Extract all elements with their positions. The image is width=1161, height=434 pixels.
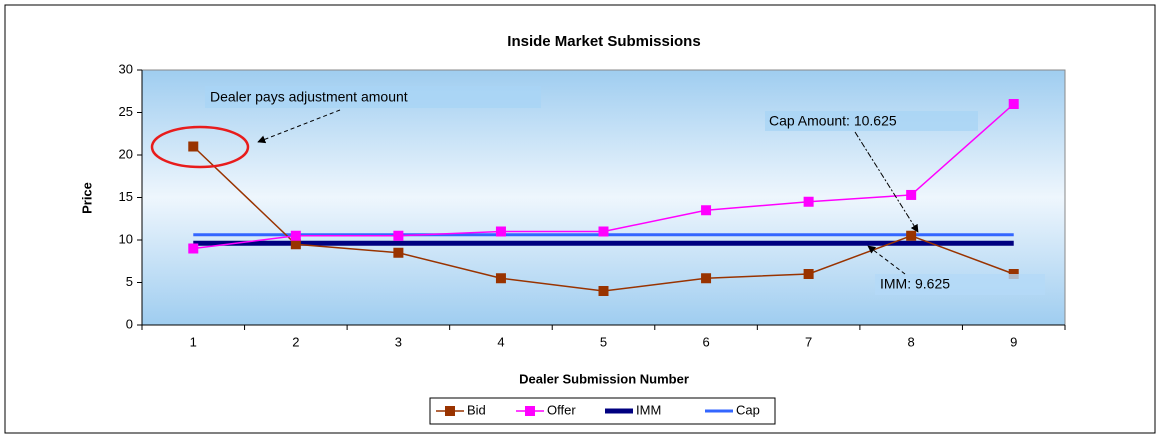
data-point bbox=[290, 230, 301, 241]
data-point bbox=[906, 189, 917, 200]
data-point bbox=[803, 269, 814, 279]
data-point bbox=[393, 247, 404, 258]
y-axis-title: Price bbox=[79, 182, 94, 214]
data-point bbox=[701, 273, 712, 284]
annotation-box bbox=[765, 111, 978, 131]
data-point bbox=[393, 230, 404, 241]
legend-label: Cap bbox=[736, 402, 760, 417]
data-point bbox=[188, 243, 199, 254]
data-point bbox=[495, 273, 506, 284]
legend-marker bbox=[525, 406, 535, 416]
data-point bbox=[701, 205, 712, 216]
y-tick-label: 0 bbox=[126, 316, 133, 331]
annotation-arrow bbox=[867, 245, 906, 275]
y-tick-label: 30 bbox=[119, 61, 133, 76]
data-point bbox=[906, 230, 917, 241]
x-tick-label: 8 bbox=[908, 334, 915, 349]
x-tick-label: 2 bbox=[292, 334, 299, 349]
data-point bbox=[803, 196, 814, 207]
legend-marker bbox=[445, 406, 455, 416]
annotation: Cap Amount: 10.625 bbox=[769, 113, 897, 129]
x-tick-label: 1 bbox=[190, 334, 197, 349]
x-tick-label: 7 bbox=[805, 334, 812, 349]
annotation-arrow bbox=[854, 131, 919, 233]
x-tick-label: 5 bbox=[600, 334, 607, 349]
x-axis-title: Dealer Submission Number bbox=[519, 371, 689, 386]
annotation: Dealer pays adjustment amount bbox=[210, 89, 408, 105]
legend-label: Bid bbox=[467, 402, 486, 417]
data-point bbox=[598, 226, 609, 237]
data-point bbox=[188, 141, 199, 152]
highlight-ellipse bbox=[150, 125, 250, 169]
y-tick-label: 25 bbox=[119, 104, 133, 119]
data-point bbox=[495, 226, 506, 237]
x-tick-label: 4 bbox=[497, 334, 504, 349]
annotation-arrow bbox=[257, 109, 341, 144]
y-tick-label: 10 bbox=[119, 231, 133, 246]
x-tick-label: 6 bbox=[702, 334, 709, 349]
annotation-box bbox=[875, 274, 1045, 295]
annotation-box bbox=[205, 86, 541, 108]
data-point bbox=[1008, 99, 1019, 109]
data-point bbox=[290, 239, 301, 250]
x-tick-label: 3 bbox=[395, 334, 402, 349]
data-point bbox=[598, 286, 609, 296]
x-tick-label: 9 bbox=[1010, 334, 1017, 349]
legend-label: Offer bbox=[547, 402, 576, 417]
y-tick-label: 5 bbox=[126, 274, 133, 289]
chart-title: Inside Market Submissions bbox=[507, 33, 700, 50]
annotation: IMM: 9.625 bbox=[880, 276, 950, 292]
legend-label: IMM bbox=[636, 402, 661, 417]
y-tick-label: 15 bbox=[119, 189, 133, 204]
plot-layer: 0 5 10 15 20 25 30 1 2 3 4 5 6 7 8 9 bbox=[119, 61, 1066, 349]
y-tick-label: 20 bbox=[119, 146, 133, 161]
